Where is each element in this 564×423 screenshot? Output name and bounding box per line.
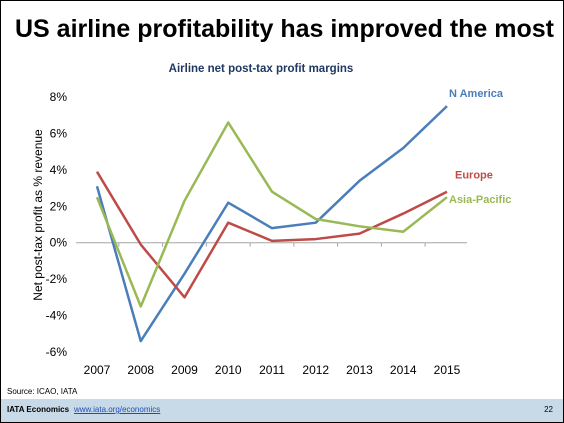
x-tick-label: 2012 — [302, 363, 329, 377]
footer-link[interactable]: www.iata.org/economics — [74, 405, 161, 414]
series-line-asia-pacific — [95, 121, 448, 308]
series-label: N America — [449, 88, 504, 100]
x-tick-label: 2009 — [171, 363, 198, 377]
line-chart: Airline net post-tax profit margins Net … — [31, 63, 511, 377]
series-layer — [95, 105, 448, 343]
y-tick-label: 0% — [50, 236, 68, 250]
x-tick-label: 2014 — [390, 363, 417, 377]
x-tick-label: 2008 — [127, 363, 154, 377]
x-tick-label: 2013 — [346, 363, 373, 377]
x-tick-label: 2011 — [259, 363, 285, 377]
x-tick-label: 2015 — [434, 363, 461, 377]
slide-title: US airline profitability has improved th… — [15, 15, 554, 43]
y-tick-label: -4% — [46, 309, 68, 323]
series-line-n-america — [95, 105, 448, 343]
footer-bar: IATA Economics www.iata.org/economics 22 — [1, 399, 563, 422]
x-tick-label: 2010 — [215, 363, 242, 377]
y-tick-label: 8% — [50, 90, 68, 104]
x-tick-label: 2007 — [84, 363, 111, 377]
y-tick-label: 4% — [50, 163, 68, 177]
series-label: Asia-Pacific — [449, 194, 511, 206]
series-labels: N America Europe Asia-Pacific — [449, 88, 511, 206]
y-tick-label: -2% — [46, 272, 68, 286]
chart-title: Airline net post-tax profit margins — [169, 63, 354, 75]
axes: 8% 6% 4% 2% 0% -2% -4% -6% 2007 2008 2009 2010 2011 2… — [46, 90, 467, 377]
series-line-europe — [95, 171, 448, 299]
y-axis-label: Net post-tax profit as % revenue — [31, 129, 45, 301]
page-number: 22 — [544, 405, 553, 414]
y-tick-label: 2% — [50, 199, 68, 213]
source-note: Source: ICAO, IATA — [7, 387, 78, 396]
footer-brand: IATA Economics — [7, 405, 70, 414]
y-tick-label: 6% — [50, 126, 68, 140]
series-label: Europe — [455, 170, 493, 182]
y-tick-label: -6% — [46, 345, 68, 359]
